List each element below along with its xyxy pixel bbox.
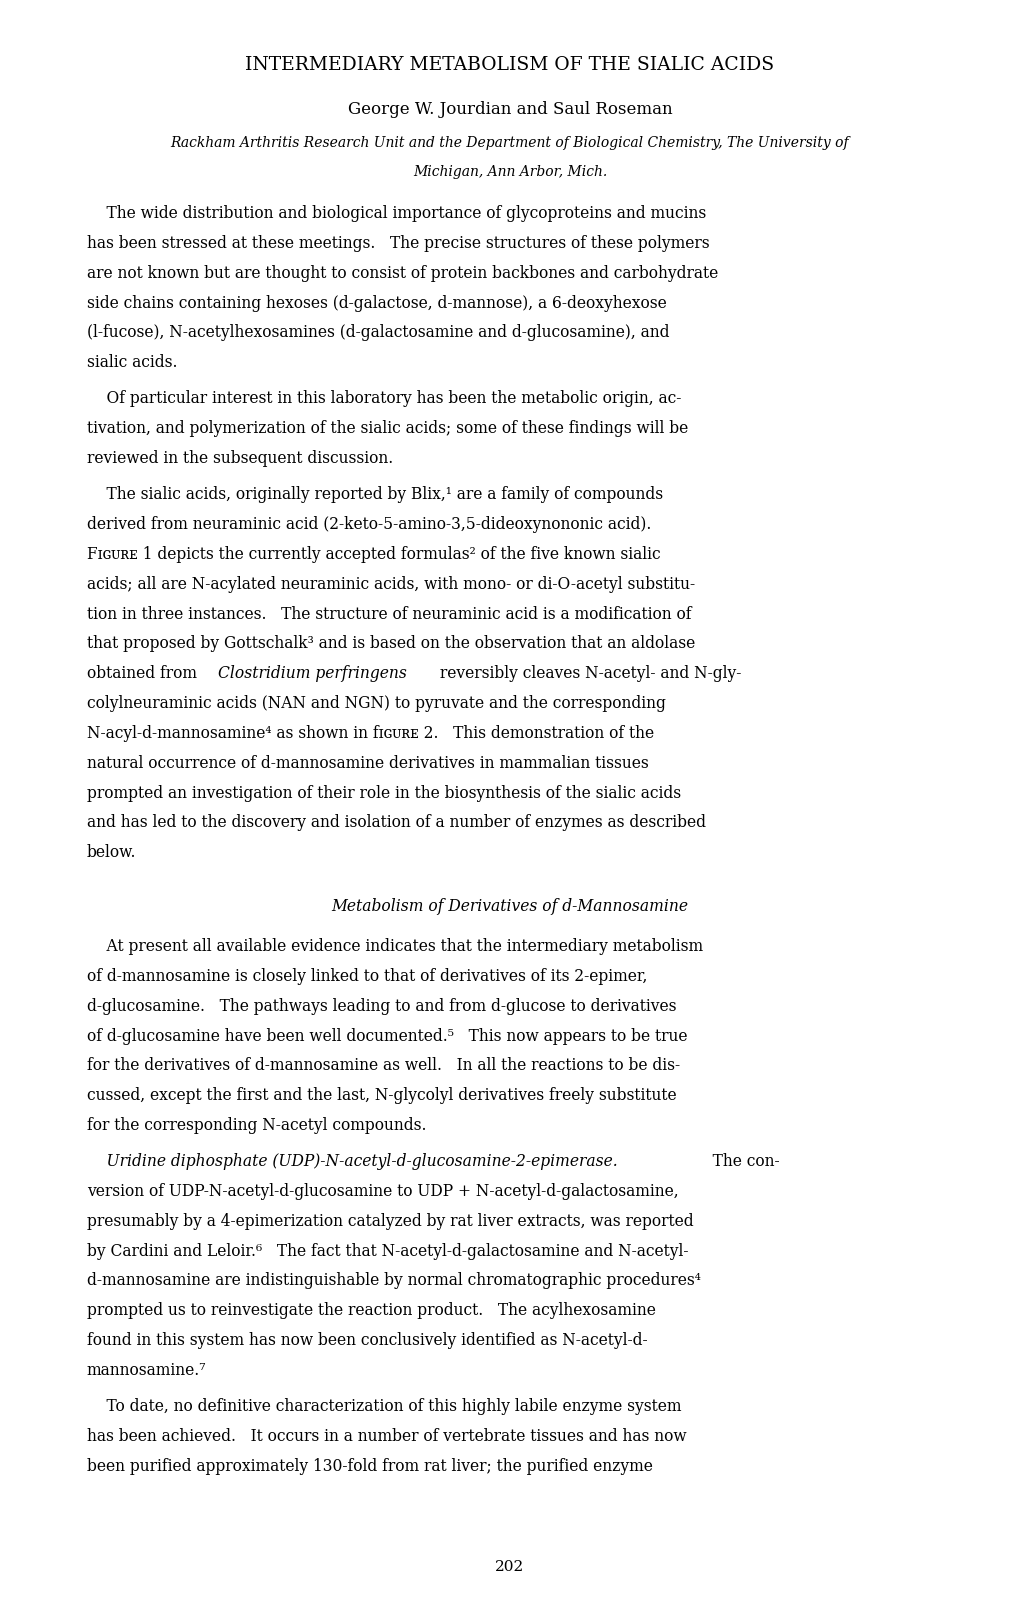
Text: colylneuraminic acids (NAN and NGN) to pyruvate and the corresponding: colylneuraminic acids (NAN and NGN) to p…	[87, 696, 665, 712]
Text: The con-: The con-	[697, 1153, 779, 1170]
Text: for the derivatives of d-mannosamine as well.   In all the reactions to be dis-: for the derivatives of d-mannosamine as …	[87, 1058, 679, 1074]
Text: obtained from: obtained from	[87, 665, 202, 683]
Text: of d-glucosamine have been well documented.⁵   This now appears to be true: of d-glucosamine have been well document…	[87, 1028, 687, 1045]
Text: To date, no definitive characterization of this highly labile enzyme system: To date, no definitive characterization …	[87, 1398, 681, 1415]
Text: The sialic acids, originally reported by Blix,¹ are a family of compounds: The sialic acids, originally reported by…	[87, 486, 662, 503]
Text: are not known but are thought to consist of protein backbones and carbohydrate: are not known but are thought to consist…	[87, 264, 717, 282]
Text: tion in three instances.   The structure of neuraminic acid is a modification of: tion in three instances. The structure o…	[87, 606, 691, 622]
Text: cussed, except the first and the last, N-glycolyl derivatives freely substitute: cussed, except the first and the last, N…	[87, 1087, 676, 1104]
Text: prompted an investigation of their role in the biosynthesis of the sialic acids: prompted an investigation of their role …	[87, 784, 680, 802]
Text: sialic acids.: sialic acids.	[87, 354, 177, 372]
Text: tivation, and polymerization of the sialic acids; some of these findings will be: tivation, and polymerization of the sial…	[87, 420, 687, 438]
Text: by Cardini and Leloir.⁶   The fact that N-acetyl-d-galactosamine and N-acetyl-: by Cardini and Leloir.⁶ The fact that N-…	[87, 1242, 688, 1260]
Text: of d-mannosamine is closely linked to that of derivatives of its 2-epimer,: of d-mannosamine is closely linked to th…	[87, 968, 646, 984]
Text: George W. Jourdian and Saul Roseman: George W. Jourdian and Saul Roseman	[347, 101, 672, 119]
Text: d-mannosamine are indistinguishable by normal chromatographic procedures⁴: d-mannosamine are indistinguishable by n…	[87, 1273, 700, 1289]
Text: Uridine diphosphate (UDP)-N-acetyl-d-glucosamine-2-epimerase.: Uridine diphosphate (UDP)-N-acetyl-d-glu…	[87, 1153, 616, 1170]
Text: mannosamine.⁷: mannosamine.⁷	[87, 1363, 206, 1379]
Text: presumably by a 4-epimerization catalyzed by rat liver extracts, was reported: presumably by a 4-epimerization catalyze…	[87, 1213, 693, 1230]
Text: d-glucosamine.   The pathways leading to and from d-glucose to derivatives: d-glucosamine. The pathways leading to a…	[87, 997, 676, 1015]
Text: been purified approximately 130-fold from rat liver; the purified enzyme: been purified approximately 130-fold fro…	[87, 1457, 652, 1475]
Text: Rackham Arthritis Research Unit and the Department of Biological Chemistry, The : Rackham Arthritis Research Unit and the …	[170, 136, 849, 151]
Text: At present all available evidence indicates that the intermediary metabolism: At present all available evidence indica…	[87, 938, 702, 955]
Text: (l-fucose), N-acetylhexosamines (d-galactosamine and d-glucosamine), and: (l-fucose), N-acetylhexosamines (d-galac…	[87, 324, 668, 341]
Text: that proposed by Gottschalk³ and is based on the observation that an aldolase: that proposed by Gottschalk³ and is base…	[87, 635, 694, 652]
Text: INTERMEDIARY METABOLISM OF THE SIALIC ACIDS: INTERMEDIARY METABOLISM OF THE SIALIC AC…	[246, 56, 773, 74]
Text: Michigan, Ann Arbor, Mich.: Michigan, Ann Arbor, Mich.	[413, 165, 606, 180]
Text: Of particular interest in this laboratory has been the metabolic origin, ac-: Of particular interest in this laborator…	[87, 391, 681, 407]
Text: has been achieved.   It occurs in a number of vertebrate tissues and has now: has been achieved. It occurs in a number…	[87, 1428, 686, 1444]
Text: N-acyl-d-mannosamine⁴ as shown in fɪɢᴜʀᴇ 2.   This demonstration of the: N-acyl-d-mannosamine⁴ as shown in fɪɢᴜʀᴇ…	[87, 725, 653, 742]
Text: acids; all are N-acylated neuraminic acids, with mono- or di-O-acetyl substitu-: acids; all are N-acylated neuraminic aci…	[87, 575, 694, 593]
Text: side chains containing hexoses (d-galactose, d-mannose), a 6-deoxyhexose: side chains containing hexoses (d-galact…	[87, 295, 665, 311]
Text: found in this system has now been conclusively identified as N-acetyl-d-: found in this system has now been conclu…	[87, 1332, 647, 1350]
Text: prompted us to reinvestigate the reaction product.   The acylhexosamine: prompted us to reinvestigate the reactio…	[87, 1302, 655, 1319]
Text: derived from neuraminic acid (2-keto-5-amino-3,5-dideoxynononic acid).: derived from neuraminic acid (2-keto-5-a…	[87, 516, 650, 534]
Text: reversibly cleaves N-acetyl- and N-gly-: reversibly cleaves N-acetyl- and N-gly-	[434, 665, 741, 683]
Text: and has led to the discovery and isolation of a number of enzymes as described: and has led to the discovery and isolati…	[87, 814, 705, 832]
Text: The wide distribution and biological importance of glycoproteins and mucins: The wide distribution and biological imp…	[87, 205, 705, 223]
Text: Fɪɢᴜʀᴇ 1 depicts the currently accepted formulas² of the five known sialic: Fɪɢᴜʀᴇ 1 depicts the currently accepted …	[87, 547, 659, 563]
Text: for the corresponding N-acetyl compounds.: for the corresponding N-acetyl compounds…	[87, 1117, 426, 1133]
Text: natural occurrence of d-mannosamine derivatives in mammalian tissues: natural occurrence of d-mannosamine deri…	[87, 755, 648, 771]
Text: below.: below.	[87, 845, 137, 861]
Text: version of UDP-N-acetyl-d-glucosamine to UDP + N-acetyl-d-galactosamine,: version of UDP-N-acetyl-d-glucosamine to…	[87, 1183, 678, 1201]
Text: has been stressed at these meetings.   The precise structures of these polymers: has been stressed at these meetings. The…	[87, 236, 708, 252]
Text: reviewed in the subsequent discussion.: reviewed in the subsequent discussion.	[87, 450, 392, 466]
Text: 202: 202	[495, 1560, 524, 1574]
Text: Clostridium perfringens: Clostridium perfringens	[218, 665, 407, 683]
Text: Metabolism of Derivatives of d-Mannosamine: Metabolism of Derivatives of d-Mannosami…	[331, 898, 688, 915]
